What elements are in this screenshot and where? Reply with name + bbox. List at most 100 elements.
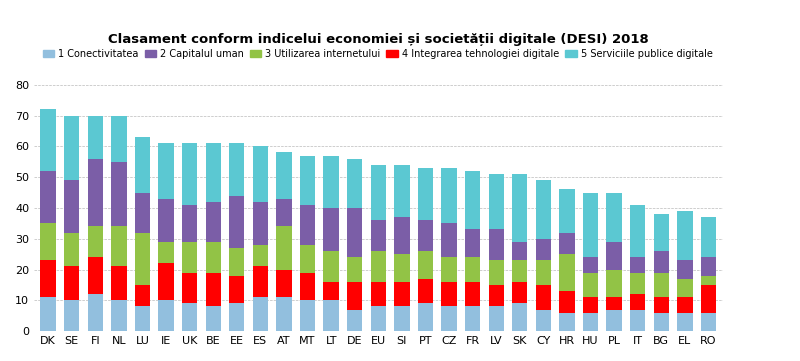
Bar xyxy=(489,285,504,306)
Bar xyxy=(206,202,221,242)
Bar xyxy=(559,291,574,313)
Bar xyxy=(630,205,646,257)
Bar xyxy=(206,143,221,202)
Bar xyxy=(465,282,480,306)
Bar xyxy=(370,282,386,306)
Bar xyxy=(41,171,56,223)
Bar xyxy=(583,273,598,297)
Bar xyxy=(182,273,198,303)
Bar xyxy=(442,223,457,257)
Bar xyxy=(111,116,126,162)
Bar xyxy=(489,230,504,260)
Bar xyxy=(630,273,646,294)
Bar xyxy=(41,223,56,260)
Bar xyxy=(583,192,598,257)
Bar xyxy=(606,310,622,331)
Bar xyxy=(606,297,622,310)
Bar xyxy=(370,306,386,331)
Bar xyxy=(253,202,268,245)
Bar xyxy=(323,300,339,331)
Bar xyxy=(418,279,433,303)
Bar xyxy=(701,276,716,285)
Bar xyxy=(300,300,315,331)
Bar xyxy=(64,116,79,180)
Bar xyxy=(158,199,174,242)
Bar xyxy=(418,251,433,279)
Bar xyxy=(370,220,386,251)
Bar xyxy=(394,282,410,306)
Bar xyxy=(253,146,268,202)
Bar xyxy=(229,248,245,276)
Bar xyxy=(300,205,315,245)
Bar xyxy=(465,230,480,257)
Bar xyxy=(512,282,527,303)
Bar xyxy=(512,260,527,282)
Bar xyxy=(41,109,56,171)
Bar xyxy=(536,180,551,239)
Bar xyxy=(394,306,410,331)
Bar xyxy=(347,282,362,310)
Bar xyxy=(158,242,174,264)
Bar xyxy=(347,208,362,257)
Bar xyxy=(630,310,646,331)
Bar xyxy=(111,300,126,331)
Bar xyxy=(229,143,245,196)
Title: Clasament conform indicelui economiei și societății digitale (DESI) 2018: Clasament conform indicelui economiei și… xyxy=(108,33,649,46)
Bar xyxy=(465,171,480,230)
Bar xyxy=(442,306,457,331)
Bar xyxy=(678,260,693,279)
Bar xyxy=(229,303,245,331)
Bar xyxy=(182,303,198,331)
Bar xyxy=(606,192,622,242)
Bar xyxy=(418,168,433,220)
Bar xyxy=(489,260,504,285)
Bar xyxy=(442,282,457,306)
Bar xyxy=(606,242,622,270)
Bar xyxy=(206,242,221,273)
Bar xyxy=(370,251,386,282)
Bar xyxy=(182,205,198,242)
Bar xyxy=(678,279,693,297)
Bar xyxy=(64,300,79,331)
Bar xyxy=(158,264,174,300)
Bar xyxy=(536,310,551,331)
Bar xyxy=(583,313,598,331)
Bar xyxy=(182,143,198,205)
Bar xyxy=(111,226,126,266)
Bar xyxy=(88,226,103,257)
Bar xyxy=(276,199,292,226)
Bar xyxy=(323,156,339,208)
Bar xyxy=(465,306,480,331)
Bar xyxy=(559,232,574,254)
Bar xyxy=(206,306,221,331)
Bar xyxy=(512,242,527,260)
Bar xyxy=(394,165,410,217)
Bar xyxy=(394,217,410,254)
Bar xyxy=(606,270,622,297)
Bar xyxy=(512,303,527,331)
Bar xyxy=(654,273,669,297)
Bar xyxy=(88,158,103,226)
Bar xyxy=(229,196,245,248)
Bar xyxy=(64,266,79,300)
Bar xyxy=(559,190,574,232)
Bar xyxy=(559,254,574,291)
Bar xyxy=(442,168,457,223)
Bar xyxy=(300,273,315,300)
Bar xyxy=(276,226,292,270)
Bar xyxy=(323,251,339,282)
Bar xyxy=(489,174,504,230)
Bar xyxy=(512,174,527,242)
Bar xyxy=(465,257,480,282)
Bar xyxy=(300,245,315,273)
Bar xyxy=(111,162,126,226)
Bar xyxy=(253,245,268,266)
Bar xyxy=(536,260,551,285)
Bar xyxy=(135,192,150,232)
Bar xyxy=(347,257,362,282)
Bar xyxy=(206,273,221,306)
Bar xyxy=(253,297,268,331)
Bar xyxy=(630,257,646,273)
Bar xyxy=(630,294,646,310)
Bar xyxy=(536,285,551,310)
